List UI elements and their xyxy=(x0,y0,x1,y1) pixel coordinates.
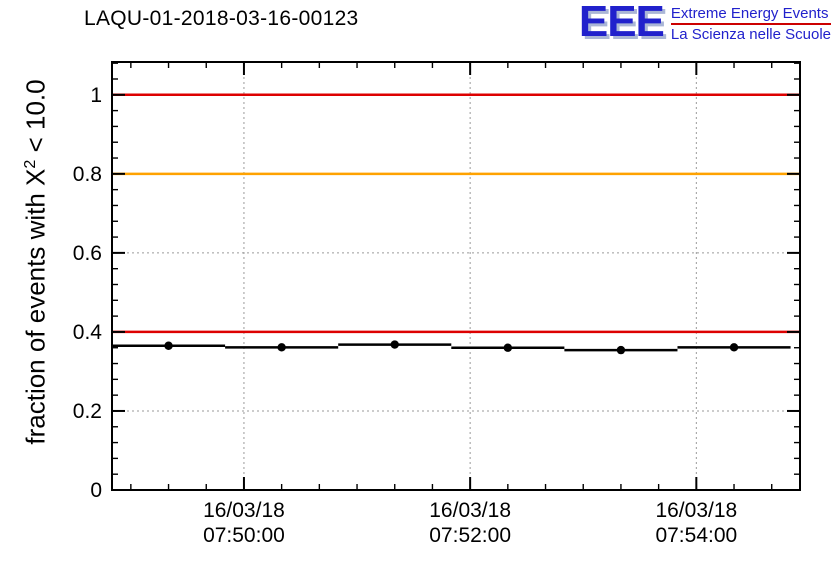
y-tick-label: 0.2 xyxy=(73,400,102,423)
y-tick-label: 0.6 xyxy=(73,242,102,265)
x-tick-date: 16/03/18 xyxy=(429,499,511,522)
x-tick-time: 07:54:00 xyxy=(655,524,737,547)
x-tick-date: 16/03/18 xyxy=(203,499,285,522)
eee-logo-line2: La Scienza nelle Scuole xyxy=(670,26,831,43)
data-point-marker xyxy=(616,345,626,355)
y-tick-label: 0.4 xyxy=(73,321,103,344)
eee-logo-divider xyxy=(670,23,831,25)
y-tick-label: 0 xyxy=(90,479,102,502)
x-tick-date: 16/03/18 xyxy=(655,499,737,522)
data-point-marker xyxy=(729,343,739,352)
eee-logo-text: Extreme Energy Events La Scienza nelle S… xyxy=(670,4,831,43)
eee-logo-acronym: EEE xyxy=(578,0,665,46)
y-tick-label: 0.8 xyxy=(73,163,102,186)
y-axis-label: fraction of events with X2 < 10.0 xyxy=(10,2,51,522)
plot-frame xyxy=(111,61,801,491)
page-title: LAQU-01-2018-03-16-00123 xyxy=(84,7,359,30)
eee-logo-line1: Extreme Energy Events xyxy=(670,5,829,22)
x-tick-time: 07:50:00 xyxy=(203,524,285,547)
y-axis-label-suffix: < 10.0 xyxy=(20,79,51,160)
data-point-marker xyxy=(390,340,399,349)
y-axis-label-prefix: fraction of events with X xyxy=(20,168,51,445)
y-axis-label-superscript: 2 xyxy=(21,159,39,169)
data-point-marker xyxy=(277,343,286,352)
data-point-marker xyxy=(503,343,513,352)
eee-logo: EEE Extreme Energy Events La Scienza nel… xyxy=(578,0,831,46)
y-tick-label: 1 xyxy=(90,84,102,107)
data-point-marker xyxy=(164,341,173,350)
x-tick-time: 07:52:00 xyxy=(429,524,511,547)
